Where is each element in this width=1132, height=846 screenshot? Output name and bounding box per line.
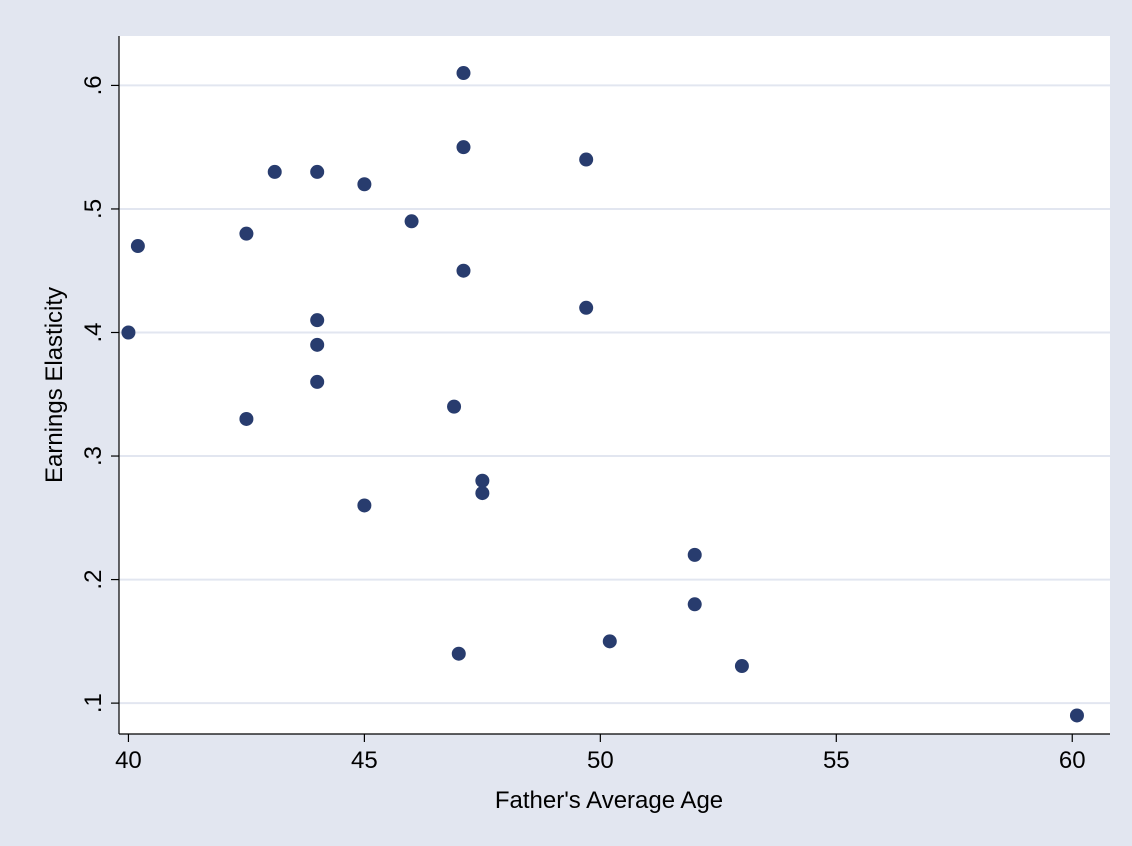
data-point bbox=[1069, 708, 1084, 723]
data-point bbox=[310, 374, 325, 389]
data-point bbox=[602, 634, 617, 649]
gridlines bbox=[119, 84, 1110, 705]
data-point bbox=[579, 152, 594, 167]
data-point bbox=[687, 597, 702, 612]
data-points bbox=[121, 66, 1084, 723]
y-tick-label: .4 bbox=[80, 322, 107, 342]
data-point bbox=[404, 214, 419, 229]
y-tick-label: .1 bbox=[80, 693, 107, 713]
y-tick-label: .5 bbox=[80, 199, 107, 219]
data-point bbox=[239, 226, 254, 241]
data-point bbox=[456, 263, 471, 278]
ticks: 40 45 50 55 60 .1 .2 .3 .4 .5 .6 bbox=[80, 75, 1086, 774]
x-tick-label: 45 bbox=[351, 747, 378, 774]
x-axis-label: Father's Average Age bbox=[495, 787, 723, 814]
data-point bbox=[121, 325, 136, 340]
data-point bbox=[451, 646, 466, 661]
data-point bbox=[239, 411, 254, 426]
y-tick-label: .2 bbox=[80, 570, 107, 590]
y-tick-label: .3 bbox=[80, 446, 107, 466]
data-point bbox=[310, 337, 325, 352]
data-point bbox=[447, 399, 462, 414]
data-point bbox=[267, 164, 282, 179]
x-tick-label: 40 bbox=[115, 747, 142, 774]
data-point bbox=[130, 239, 145, 254]
data-point bbox=[475, 473, 490, 488]
data-point bbox=[456, 140, 471, 155]
data-point bbox=[310, 313, 325, 328]
y-tick-label: .6 bbox=[80, 75, 107, 95]
x-tick-label: 50 bbox=[587, 747, 614, 774]
axes bbox=[118, 36, 1110, 735]
x-tick-label: 55 bbox=[823, 747, 850, 774]
data-point bbox=[687, 547, 702, 562]
data-point bbox=[456, 66, 471, 81]
data-point bbox=[310, 164, 325, 179]
data-point bbox=[734, 659, 749, 674]
x-tick-label: 60 bbox=[1059, 747, 1086, 774]
y-axis-label: Earnings Elasticity bbox=[41, 287, 68, 483]
data-point bbox=[357, 498, 372, 513]
data-point bbox=[579, 300, 594, 315]
data-point bbox=[357, 177, 372, 192]
plot-area bbox=[119, 36, 1110, 734]
data-point bbox=[475, 486, 490, 501]
